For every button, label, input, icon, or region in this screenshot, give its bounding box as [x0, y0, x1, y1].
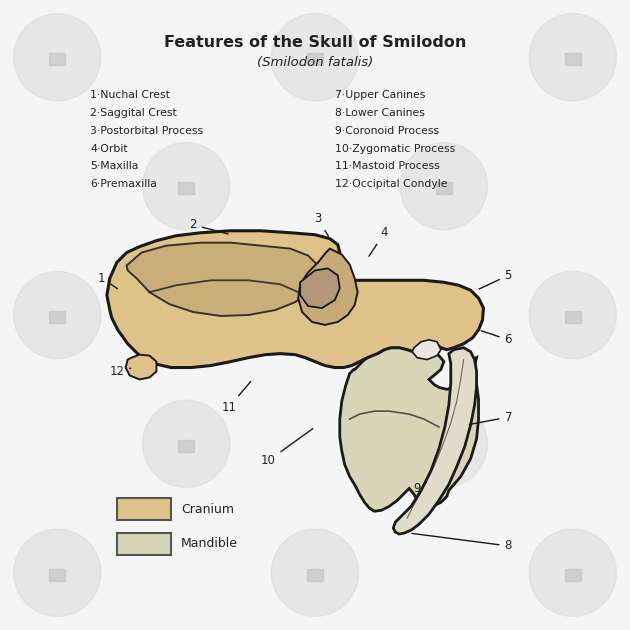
Circle shape	[545, 545, 600, 600]
Polygon shape	[127, 243, 318, 316]
Circle shape	[529, 529, 616, 616]
Bar	[178, 182, 194, 194]
Circle shape	[400, 142, 488, 230]
Circle shape	[287, 545, 343, 600]
Bar	[307, 311, 323, 323]
Circle shape	[30, 545, 85, 600]
Circle shape	[529, 272, 616, 358]
Text: 1: 1	[98, 272, 117, 289]
Text: 4: 4	[369, 226, 388, 256]
Polygon shape	[393, 348, 476, 534]
Text: 12·Occipital Condyle: 12·Occipital Condyle	[335, 179, 447, 189]
Bar	[307, 54, 323, 66]
Bar	[564, 311, 581, 323]
Text: 7: 7	[469, 411, 512, 425]
Circle shape	[272, 272, 358, 358]
Bar	[49, 569, 66, 581]
Text: 11·Mastoid Process: 11·Mastoid Process	[335, 161, 440, 171]
Circle shape	[14, 529, 101, 616]
Polygon shape	[107, 231, 483, 367]
Text: Cranium: Cranium	[181, 503, 234, 516]
Polygon shape	[340, 341, 479, 512]
Circle shape	[545, 30, 600, 85]
Text: 10·Zygomatic Process: 10·Zygomatic Process	[335, 144, 455, 154]
Bar	[564, 54, 581, 66]
Circle shape	[14, 14, 101, 101]
Circle shape	[14, 272, 101, 358]
Circle shape	[158, 158, 214, 214]
Text: 8: 8	[412, 534, 512, 553]
Text: 4·Orbit: 4·Orbit	[90, 144, 128, 154]
FancyBboxPatch shape	[117, 498, 171, 520]
FancyBboxPatch shape	[117, 533, 171, 555]
Text: Mandible: Mandible	[181, 537, 238, 551]
Polygon shape	[125, 355, 156, 379]
Circle shape	[545, 287, 600, 343]
Circle shape	[272, 529, 358, 616]
Bar	[436, 182, 452, 194]
Text: 9: 9	[413, 482, 427, 495]
Text: 1·Nuchal Crest: 1·Nuchal Crest	[90, 90, 170, 100]
Circle shape	[142, 142, 230, 230]
Circle shape	[30, 287, 85, 343]
Circle shape	[529, 14, 616, 101]
Bar	[436, 440, 452, 452]
Text: Features of the Skull of Smilodon: Features of the Skull of Smilodon	[164, 35, 466, 50]
Circle shape	[158, 416, 214, 472]
Text: 8·Lower Canines: 8·Lower Canines	[335, 108, 425, 118]
Circle shape	[416, 158, 472, 214]
Circle shape	[287, 287, 343, 343]
Polygon shape	[300, 268, 340, 308]
Bar	[564, 569, 581, 581]
Circle shape	[287, 30, 343, 85]
Circle shape	[272, 14, 358, 101]
Text: 9·Coronoid Process: 9·Coronoid Process	[335, 125, 439, 135]
Bar	[178, 440, 194, 452]
Circle shape	[400, 400, 488, 488]
Text: 2: 2	[190, 219, 228, 234]
Text: 12: 12	[109, 365, 131, 378]
Circle shape	[416, 416, 472, 472]
Bar	[49, 54, 66, 66]
Text: 2·Saggital Crest: 2·Saggital Crest	[90, 108, 177, 118]
Text: 5·Maxilla: 5·Maxilla	[90, 161, 139, 171]
Polygon shape	[412, 340, 441, 360]
Text: 5: 5	[479, 269, 512, 289]
Text: 7·Upper Canines: 7·Upper Canines	[335, 90, 425, 100]
Text: 3·Postorbital Process: 3·Postorbital Process	[90, 125, 203, 135]
Circle shape	[30, 30, 85, 85]
Text: 6: 6	[481, 331, 512, 346]
Text: (Smilodon fatalis): (Smilodon fatalis)	[257, 55, 373, 69]
Text: 3: 3	[314, 212, 328, 236]
Bar	[307, 569, 323, 581]
Circle shape	[142, 400, 230, 488]
Text: 6·Premaxilla: 6·Premaxilla	[90, 179, 157, 189]
Polygon shape	[298, 249, 358, 325]
Text: 11: 11	[221, 382, 251, 414]
Text: 10: 10	[261, 428, 312, 467]
Bar	[49, 311, 66, 323]
